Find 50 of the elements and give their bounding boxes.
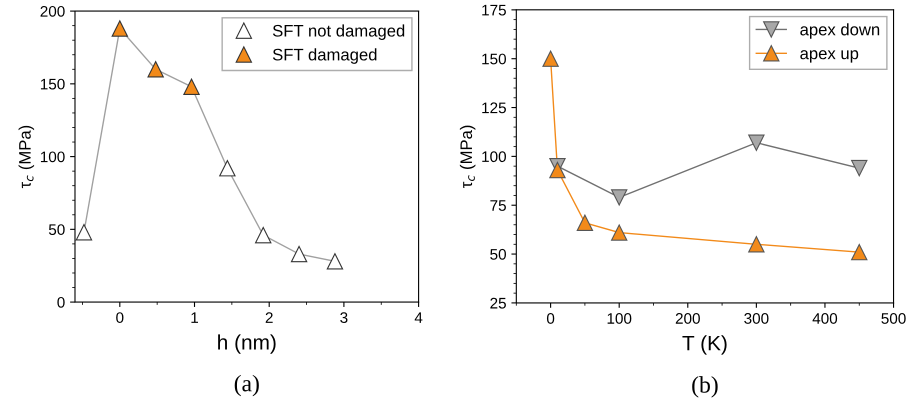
point (748, 236, 765, 252)
x-tick-label: 200 (676, 313, 700, 324)
point (183, 78, 200, 95)
y-tick-label: 25 (490, 298, 506, 309)
point (542, 50, 559, 67)
x-tick-label: 2 (266, 312, 273, 323)
y-tick-label: 0 (57, 296, 65, 308)
legend-label: SFT not damaged (272, 24, 404, 40)
point (147, 61, 164, 78)
legend-label: apex down (800, 23, 880, 39)
point (326, 253, 344, 270)
point (290, 246, 308, 262)
x-tick-label: 0 (116, 312, 124, 324)
x-tick-label: 300 (744, 313, 769, 324)
point (748, 134, 765, 151)
point (611, 189, 628, 206)
point (611, 224, 628, 241)
x-axis-title: T (K) (682, 335, 727, 355)
y-tick-label: 50 (490, 248, 506, 260)
legend-label: SFT damaged (272, 48, 376, 64)
y-tick-label: 125 (482, 102, 506, 114)
y-tick-label: 150 (482, 54, 506, 64)
point (851, 160, 868, 176)
y-tick-label: 175 (482, 4, 506, 16)
y-tick-label: 100 (482, 151, 506, 162)
x-tick-label: 500 (881, 313, 906, 324)
x-axis-title: h (nm) (218, 334, 276, 354)
point (219, 160, 236, 176)
point (255, 226, 272, 244)
y-tick-label: 50 (48, 224, 65, 236)
y-tick-label: 75 (490, 200, 506, 211)
x-tick-label: 1 (191, 312, 198, 323)
point (112, 20, 128, 37)
y-tick-label: 200 (40, 6, 65, 17)
point (76, 224, 92, 240)
text: (b) (692, 376, 718, 398)
y-axis-title: τ$_{c}$ (MPa) (460, 126, 476, 188)
x-tick-label: 4 (414, 312, 422, 323)
y-tick-label: 100 (40, 151, 65, 162)
x-tick-label: 400 (812, 313, 838, 324)
y-axis-title: τ$_{c}$ (MPa) (18, 126, 34, 188)
point (851, 244, 868, 260)
x-tick-label: 3 (340, 312, 348, 324)
x-tick-label: 0 (546, 313, 554, 324)
legend-label: apex up (800, 50, 858, 63)
x-tick-label: 100 (608, 313, 632, 324)
point (576, 214, 594, 231)
point (549, 162, 566, 178)
y-tick-label: 150 (40, 78, 65, 90)
text: (a) (234, 374, 259, 396)
